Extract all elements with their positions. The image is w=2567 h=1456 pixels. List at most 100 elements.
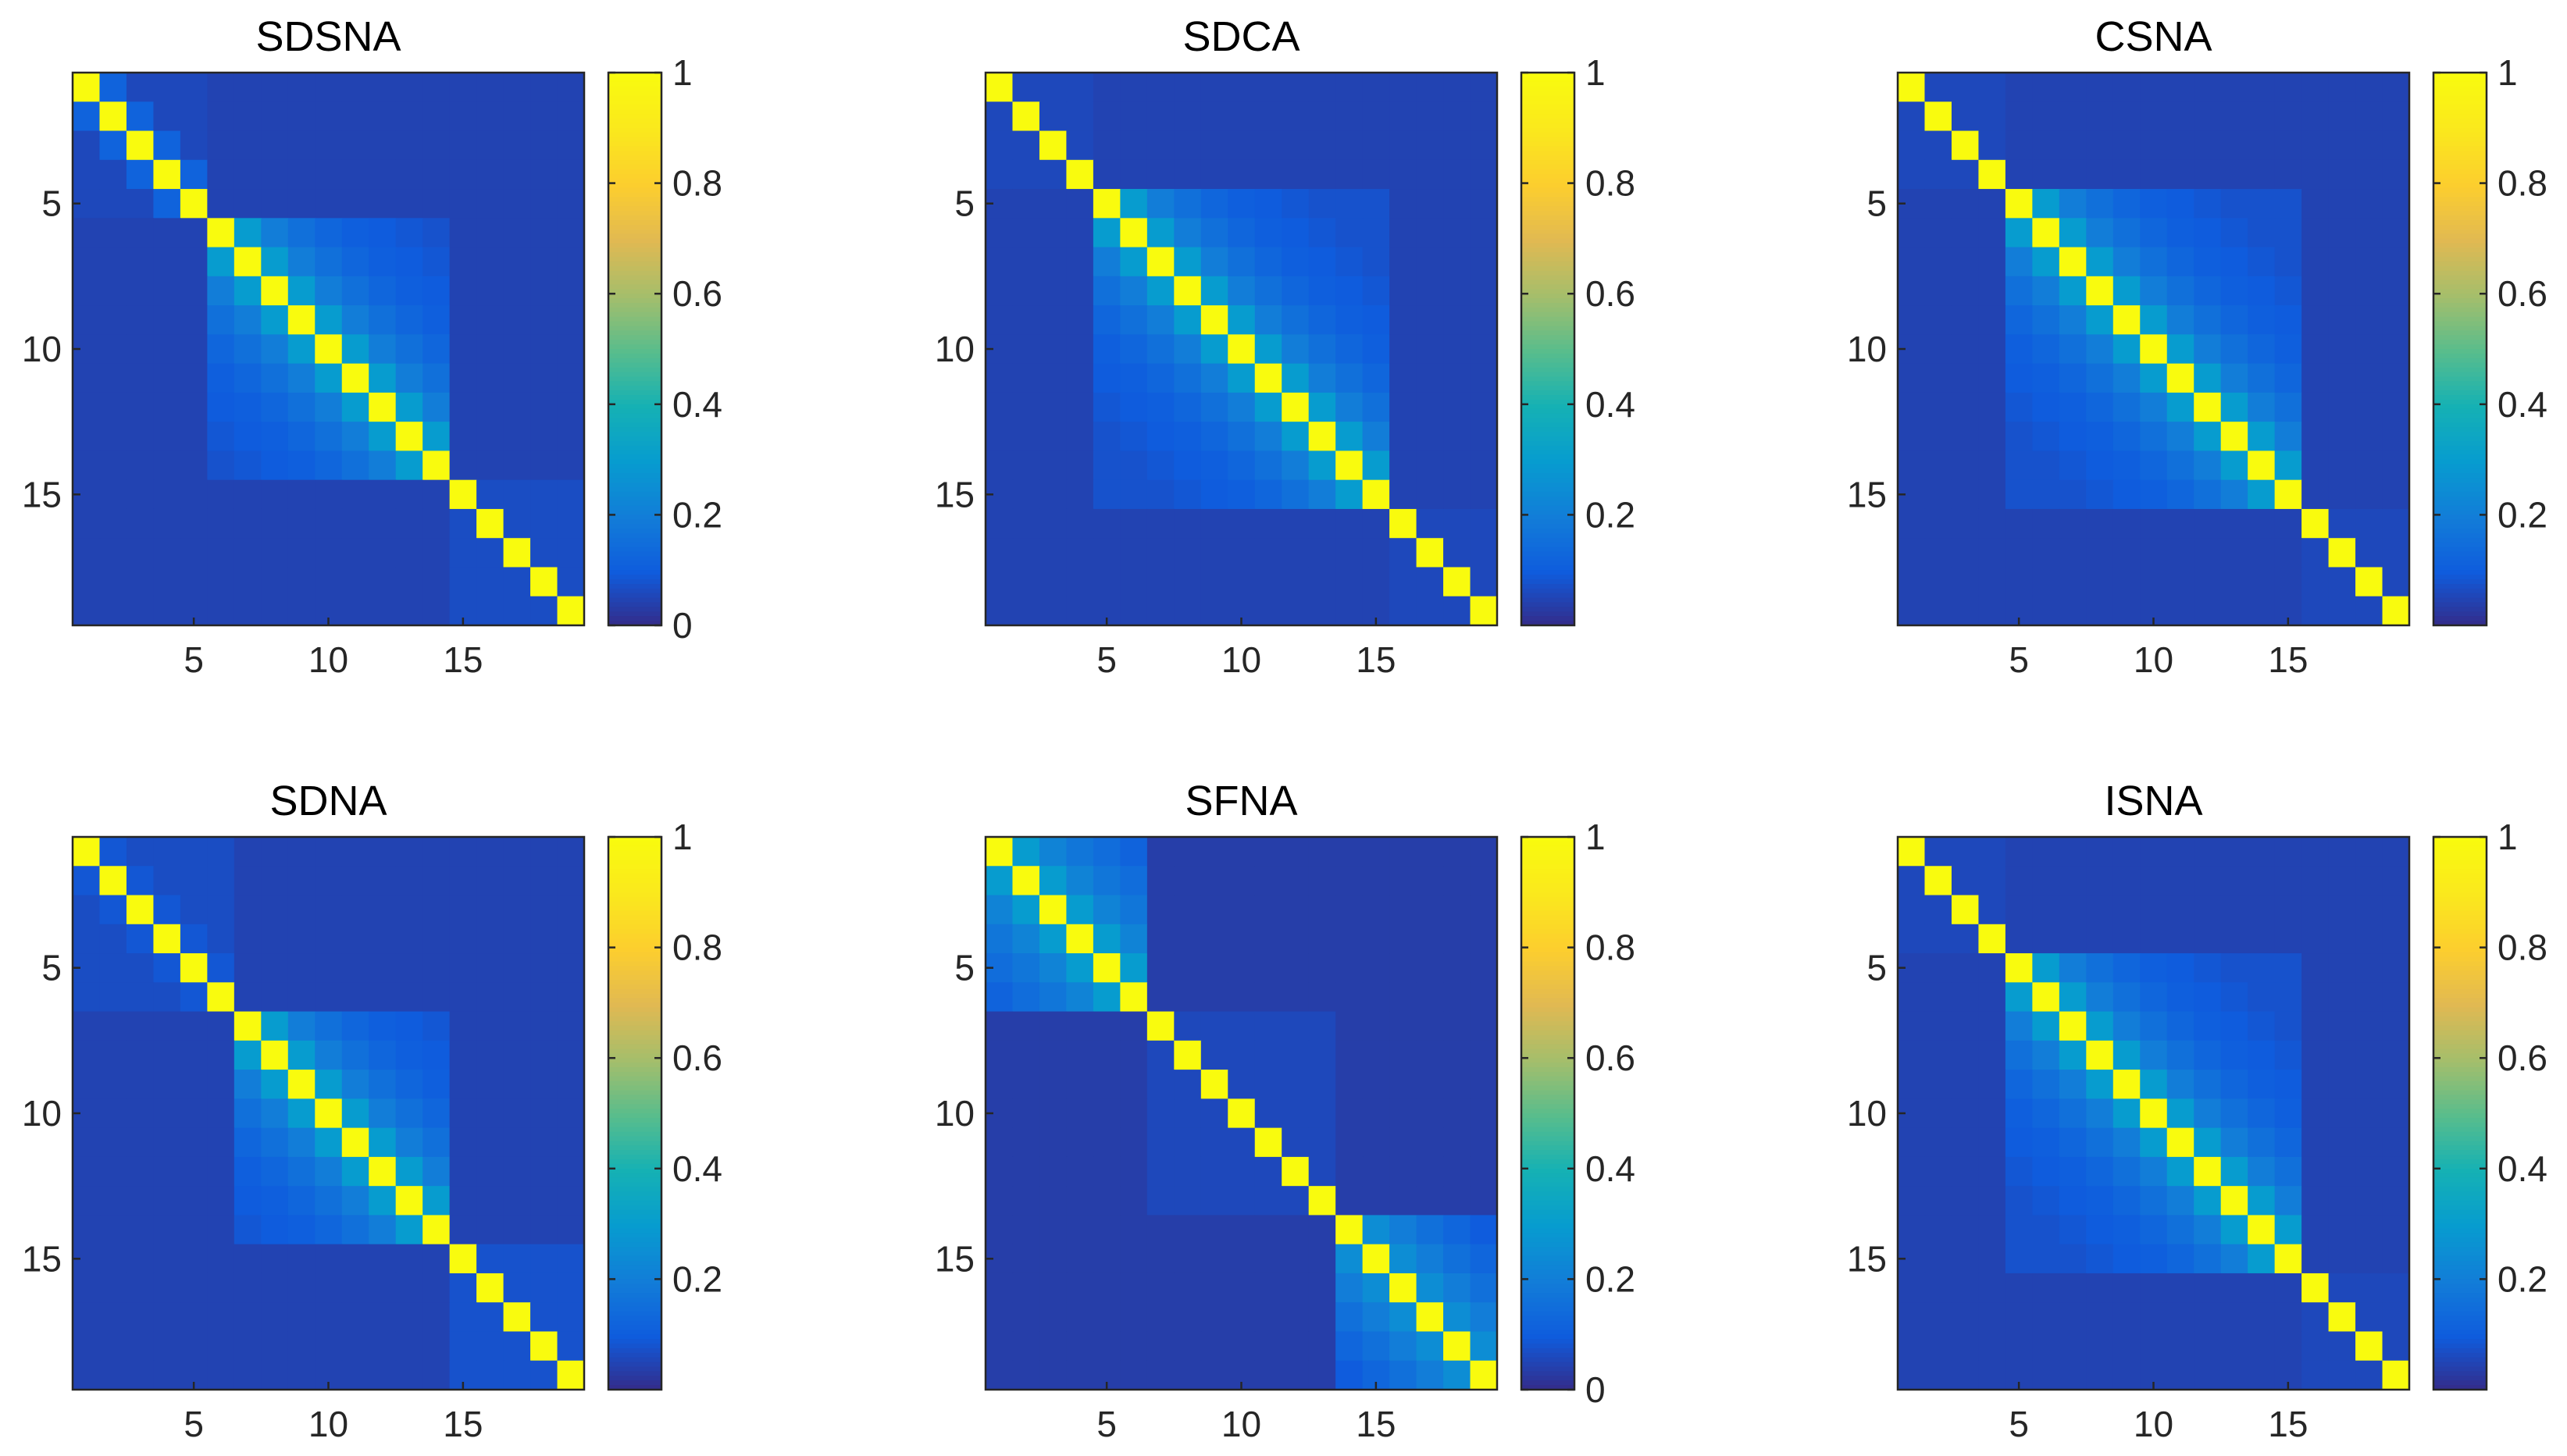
heatmap-cell: [1254, 866, 1282, 896]
heatmap-cell: [1362, 1331, 1390, 1362]
colorbar-segment: [1521, 988, 1574, 995]
heatmap-cell: [2382, 1273, 2410, 1303]
heatmap-cell: [2194, 276, 2222, 306]
heatmap-cell: [126, 866, 155, 896]
heatmap-cell: [557, 1273, 585, 1303]
heatmap-cell: [2355, 1156, 2383, 1187]
heatmap-cell: [2220, 1273, 2248, 1303]
heatmap-cell: [1174, 1331, 1202, 1362]
y-tick-label: 10: [22, 329, 62, 369]
colorbar-segment: [2433, 519, 2487, 525]
colorbar-segment: [608, 243, 661, 248]
colorbar-segment: [2433, 279, 2487, 286]
colorbar-segment: [608, 1237, 661, 1243]
heatmap-cell: [315, 276, 343, 306]
heatmap-cell: [422, 1070, 451, 1099]
colorbar-segment: [1521, 942, 1574, 949]
heatmap-cell: [1416, 924, 1444, 954]
heatmap-cell: [2005, 982, 2033, 1013]
heatmap-cell: [1093, 508, 1121, 539]
heatmap-cell: [2274, 1011, 2302, 1041]
heatmap-cell: [2382, 363, 2410, 393]
heatmap-cell: [1308, 1215, 1336, 1245]
heatmap-cell: [369, 1302, 397, 1333]
colorbar-segment: [608, 837, 661, 842]
heatmap-cell: [986, 538, 1014, 568]
heatmap-cell: [1254, 189, 1282, 219]
heatmap-cell: [261, 1186, 289, 1216]
heatmap-cell: [315, 1331, 343, 1362]
heatmap-cell: [73, 538, 101, 568]
heatmap-cell: [422, 334, 451, 365]
colorbar-segment: [608, 1311, 661, 1317]
heatmap-cell: [261, 1244, 289, 1274]
colorbar-segment: [2433, 1150, 2487, 1155]
heatmap-cell: [1335, 1040, 1364, 1070]
heatmap-cell: [2086, 1040, 2114, 1070]
heatmap-cell: [1335, 1127, 1364, 1158]
heatmap-cell: [2194, 1302, 2222, 1333]
heatmap-cell: [1254, 247, 1282, 277]
heatmap-cell: [2032, 1244, 2060, 1274]
heatmap-cell: [315, 392, 343, 422]
colorbar-segment: [1521, 459, 1574, 465]
heatmap-cell: [2301, 1215, 2330, 1245]
heatmap-cell: [1389, 1127, 1417, 1158]
colorbar-segment: [2433, 1214, 2487, 1220]
colorbar-segment: [2433, 1141, 2487, 1147]
colorbar-segment: [2433, 529, 2487, 534]
colorbar-segment: [2433, 878, 2487, 884]
heatmap-cell: [341, 866, 369, 896]
heatmap-cell: [2032, 895, 2060, 925]
heatmap-cell: [2301, 837, 2330, 867]
heatmap-cell: [2005, 159, 2033, 190]
heatmap-cell: [1120, 1331, 1148, 1362]
heatmap-cell: [2355, 334, 2383, 365]
heatmap-cell: [1282, 924, 1310, 954]
colorbar-segment: [608, 1173, 661, 1179]
heatmap-cell: [2005, 1127, 2033, 1158]
heatmap-cell: [2328, 1070, 2356, 1099]
colorbar-segment: [608, 358, 661, 364]
heatmap-cell: [422, 953, 451, 983]
heatmap-cell: [1898, 159, 1926, 190]
colorbar-segment: [1521, 119, 1574, 124]
heatmap-cell: [1146, 422, 1175, 452]
heatmap-cell: [315, 479, 343, 510]
heatmap-cell: [1012, 1098, 1040, 1129]
heatmap-cell: [2220, 130, 2248, 161]
heatmap-cell: [1335, 189, 1364, 219]
colorbar-segment: [1521, 998, 1574, 1004]
colorbar-segment: [2433, 340, 2487, 345]
heatmap-cell: [2220, 392, 2248, 422]
heatmap-cell: [1039, 1360, 1068, 1390]
heatmap-cell: [1308, 1331, 1336, 1362]
colorbar-segment: [1521, 418, 1574, 424]
colorbar-segment: [608, 551, 661, 557]
heatmap-cell: [986, 1302, 1014, 1333]
heatmap-cell: [341, 953, 369, 983]
heatmap-cell: [1362, 479, 1390, 510]
colorbar-segment: [1521, 1376, 1574, 1381]
heatmap-cell: [315, 837, 343, 867]
colorbar-segment: [1521, 542, 1574, 548]
heatmap-cell: [1924, 1215, 1952, 1245]
heatmap-cell: [503, 508, 531, 539]
heatmap-cell: [476, 866, 504, 896]
colorbar-segment: [2433, 1334, 2487, 1340]
heatmap-cell: [986, 247, 1014, 277]
heatmap-cell: [1951, 159, 1980, 190]
colorbar-segment: [608, 920, 661, 925]
colorbar-segment: [1521, 869, 1574, 874]
heatmap-cell: [2112, 1360, 2141, 1390]
heatmap-cell: [1012, 1244, 1040, 1274]
heatmap-cell: [2355, 1186, 2383, 1216]
heatmap-cell: [1093, 305, 1121, 335]
colorbar-segment: [2433, 906, 2487, 912]
colorbar-segment: [608, 621, 661, 626]
heatmap-cell: [73, 1331, 101, 1362]
colorbar-segment: [2433, 349, 2487, 354]
colorbar-segment: [1521, 993, 1574, 999]
colorbar-segment: [2433, 496, 2487, 502]
x-tick-label: 5: [184, 1404, 204, 1444]
